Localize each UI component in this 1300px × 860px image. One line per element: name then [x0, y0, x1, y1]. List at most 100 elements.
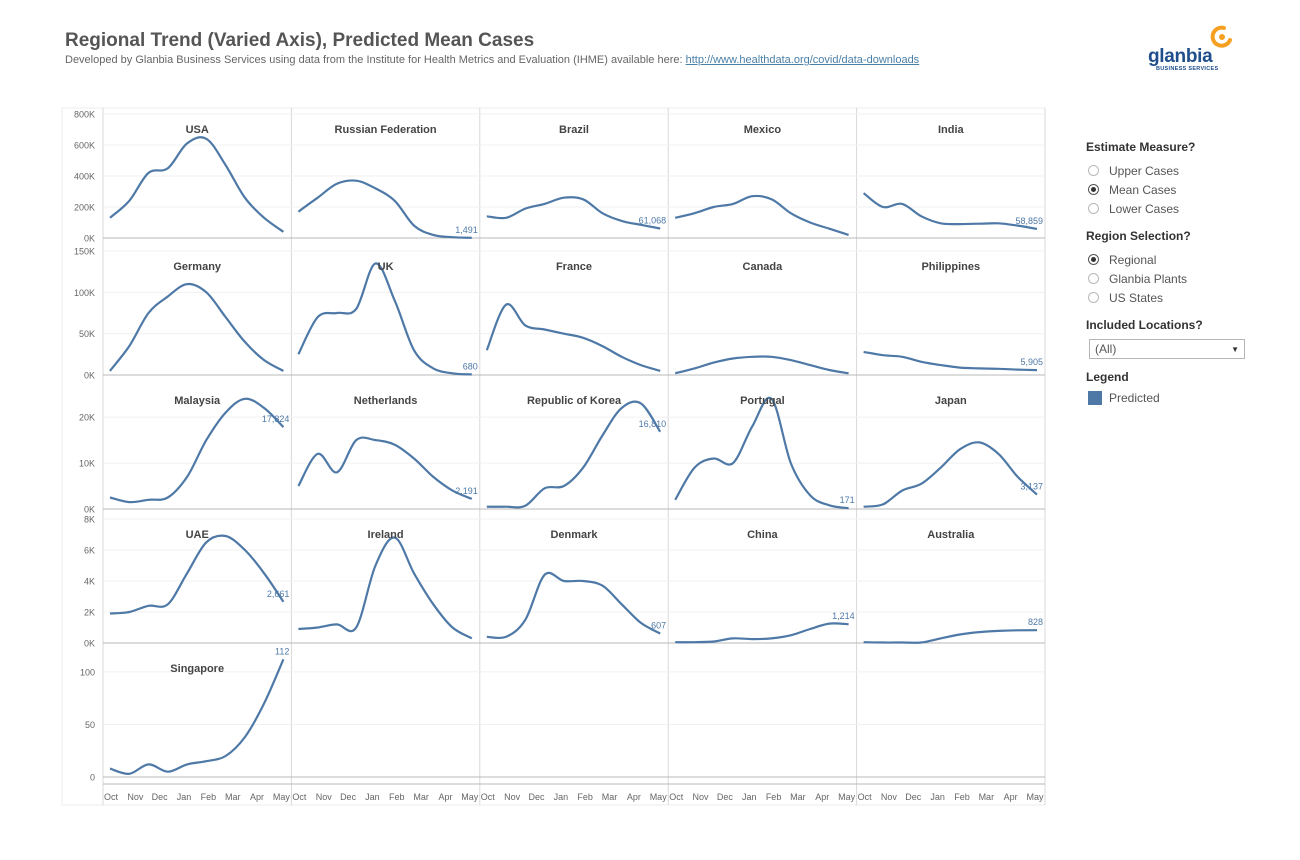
x-tick-label: Jan	[177, 792, 192, 802]
x-tick-label: Dec	[905, 792, 922, 802]
panel-title: Brazil	[559, 124, 589, 136]
panel-title: Portugal	[740, 395, 785, 407]
panel-title: Canada	[743, 261, 784, 273]
x-tick-label: Jan	[365, 792, 380, 802]
x-tick-label: May	[1026, 792, 1044, 802]
region-selection-section: Region Selection? Regional Glanbia Plant…	[1086, 229, 1246, 307]
series-line-uk	[297, 262, 472, 376]
x-tick-label: Nov	[693, 792, 710, 802]
y-tick-label: 100K	[74, 288, 95, 298]
series-line-australia	[863, 629, 1038, 644]
panel-title: Japan	[935, 395, 967, 407]
panel-title: USA	[186, 124, 209, 136]
y-tick-label: 20K	[79, 413, 95, 423]
x-tick-label: Apr	[815, 792, 829, 802]
logo-swirl-icon	[1210, 25, 1232, 48]
panel-title: Ireland	[368, 529, 404, 541]
end-value-label: 607	[651, 621, 666, 631]
y-tick-label: 400K	[74, 172, 95, 182]
panel-title: Mexico	[744, 124, 782, 136]
radio-mean-cases[interactable]: Mean Cases	[1086, 180, 1246, 199]
x-tick-label: Mar	[602, 792, 618, 802]
page-title: Regional Trend (Varied Axis), Predicted …	[65, 30, 535, 51]
series-line-germany	[109, 282, 284, 372]
radio-indicator	[1088, 203, 1099, 214]
end-value-label: 112	[275, 646, 289, 656]
series-line-portugal	[674, 396, 849, 510]
series-line-india	[862, 192, 1038, 230]
x-tick-label: May	[461, 792, 479, 802]
series-line-mexico	[674, 194, 849, 236]
x-tick-label: May	[273, 792, 291, 802]
end-value-label: 17,824	[262, 414, 290, 424]
glanbia-logo: glanbia BUSINESS SERVICES	[1146, 25, 1246, 76]
x-tick-label: Feb	[389, 792, 405, 802]
y-tick-label: 800K	[74, 110, 95, 120]
panel-title: Republic of Korea	[527, 395, 622, 407]
end-value-label: 3,137	[1020, 482, 1043, 492]
x-tick-label: Oct	[858, 792, 873, 802]
logo-wordmark: glanbia	[1148, 46, 1213, 67]
x-tick-label: Oct	[104, 792, 119, 802]
legend-item: Predicted	[1088, 391, 1246, 405]
panel-title: Germany	[173, 261, 222, 273]
y-tick-label: 6K	[84, 546, 95, 556]
y-tick-label: 2K	[84, 608, 95, 618]
series-line-uae	[109, 534, 285, 615]
radio-lower-cases[interactable]: Lower Cases	[1086, 199, 1246, 218]
end-value-label: 1,491	[455, 225, 478, 235]
x-tick-label: Apr	[250, 792, 264, 802]
locations-dropdown-value: (All)	[1095, 342, 1117, 356]
radio-label: Glanbia Plants	[1109, 271, 1188, 286]
source-link[interactable]: http://www.healthdata.org/covid/data-dow…	[685, 54, 920, 66]
x-tick-label: May	[838, 792, 856, 802]
radio-label: US States	[1109, 290, 1164, 305]
series-line-usa	[109, 136, 285, 233]
panel-title: France	[556, 261, 592, 273]
x-tick-label: Oct	[481, 792, 496, 802]
y-tick-label: 0K	[84, 505, 95, 515]
radio-us-states[interactable]: US States	[1086, 288, 1246, 307]
x-tick-label: May	[650, 792, 668, 802]
y-tick-label: 0K	[84, 234, 95, 244]
y-tick-label: 50K	[79, 329, 95, 339]
series-line-philippines	[863, 350, 1038, 372]
x-tick-label: Apr	[438, 792, 452, 802]
legend-swatch	[1088, 391, 1102, 405]
radio-indicator	[1088, 254, 1099, 265]
panel-title: Malaysia	[174, 395, 221, 407]
included-locations-section: Included Locations? (All) ▼	[1086, 318, 1246, 359]
y-tick-label: 0K	[84, 639, 95, 649]
panel-title: UK	[378, 261, 394, 273]
radio-upper-cases[interactable]: Upper Cases	[1086, 161, 1246, 180]
radio-glanbia-plants[interactable]: Glanbia Plants	[1086, 269, 1246, 288]
x-tick-label: Dec	[717, 792, 734, 802]
radio-indicator	[1088, 273, 1099, 284]
end-value-label: 1,214	[832, 611, 855, 621]
series-line-france	[485, 303, 661, 372]
panel-title: Singapore	[170, 663, 224, 675]
panel-title: Netherlands	[354, 395, 418, 407]
y-tick-label: 8K	[84, 515, 95, 525]
small-multiples-chart: 0K 200K 400K 600K 800K USA Russian Federation 1…	[61, 107, 1046, 806]
y-tick-label: 200K	[74, 203, 95, 213]
end-value-label: 61,068	[639, 216, 667, 226]
x-tick-label: Oct	[292, 792, 307, 802]
x-tick-label: Jan	[930, 792, 945, 802]
series-line-russian-federation	[297, 179, 472, 239]
series-line-ireland	[298, 536, 473, 640]
locations-dropdown[interactable]: (All) ▼	[1089, 339, 1245, 359]
radio-regional[interactable]: Regional	[1086, 250, 1246, 269]
x-tick-label: Nov	[881, 792, 898, 802]
legend-label: Predicted	[1109, 391, 1160, 405]
radio-indicator	[1088, 292, 1099, 303]
panel-title: UAE	[186, 529, 209, 541]
x-tick-label: Oct	[669, 792, 684, 802]
legend-section: Legend Predicted	[1086, 370, 1246, 405]
y-tick-label: 100	[80, 667, 95, 677]
x-tick-label: Nov	[316, 792, 333, 802]
x-tick-label: Dec	[152, 792, 169, 802]
x-tick-label: Dec	[340, 792, 357, 802]
end-value-label: 828	[1028, 617, 1043, 627]
logo-tagline: BUSINESS SERVICES	[1156, 66, 1219, 72]
